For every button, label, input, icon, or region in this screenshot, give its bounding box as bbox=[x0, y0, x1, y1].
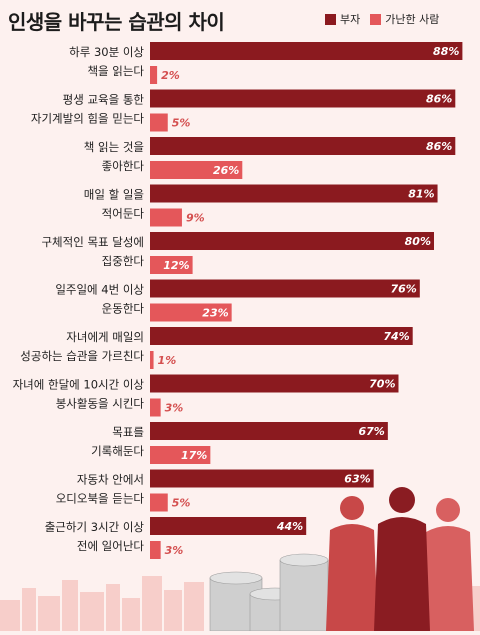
bar-rich bbox=[150, 517, 307, 535]
category-label: 전에 일어난다 bbox=[77, 539, 145, 553]
bar-poor bbox=[150, 493, 168, 512]
bar-poor bbox=[150, 398, 161, 417]
category-label: 봉사활동을 시킨다 bbox=[56, 397, 145, 411]
bar-rich bbox=[150, 374, 399, 393]
value-label-rich: 74% bbox=[383, 330, 409, 343]
value-label-poor: 5% bbox=[172, 497, 191, 510]
businessmen-silhouettes bbox=[326, 487, 474, 631]
category-label: 평생 교육을 통한 bbox=[63, 93, 145, 107]
value-label-poor: 3% bbox=[165, 544, 184, 557]
bar-poor bbox=[150, 446, 211, 464]
bar-poor bbox=[150, 113, 168, 132]
category-label: 성공하는 습관을 가르친다 bbox=[20, 349, 144, 363]
value-label-rich: 81% bbox=[408, 188, 434, 201]
category-label: 자녀에게 매일의 bbox=[66, 330, 144, 344]
category-label: 매일 할 일을 bbox=[84, 188, 144, 202]
category-label: 일주일에 4번 이상 bbox=[55, 283, 144, 297]
category-label: 구체적인 목표 달성에 bbox=[41, 235, 144, 249]
value-label-poor: 5% bbox=[172, 117, 191, 130]
value-label-rich: 70% bbox=[369, 378, 395, 391]
legend-label-poor: 가난한 사람 bbox=[385, 13, 440, 26]
category-label: 출근하기 3시간 이상 bbox=[45, 520, 145, 534]
legend-item-poor: 가난한 사람 bbox=[370, 11, 439, 27]
value-label-poor: 23% bbox=[202, 307, 228, 320]
bar-rich bbox=[150, 89, 456, 108]
bar-rich bbox=[150, 327, 413, 345]
value-label-rich: 86% bbox=[426, 140, 452, 153]
bar-rich bbox=[150, 469, 374, 488]
bar-poor bbox=[150, 256, 193, 274]
category-label: 자동차 안에서 bbox=[77, 473, 144, 487]
legend-label-rich: 부자 bbox=[340, 13, 361, 26]
value-label-rich: 76% bbox=[390, 283, 416, 296]
value-label-poor: 9% bbox=[186, 212, 205, 225]
category-label: 오디오북을 듣는다 bbox=[56, 492, 145, 506]
bar-rich bbox=[150, 279, 420, 298]
chart-title: 인생을 바꾸는 습관의 차이 bbox=[8, 10, 225, 34]
value-label-rich: 67% bbox=[359, 425, 385, 438]
category-label: 집중한다 bbox=[102, 254, 145, 268]
legend-item-rich: 부자 bbox=[325, 11, 360, 27]
value-label-rich: 88% bbox=[433, 45, 459, 58]
category-label: 책을 읽는다 bbox=[87, 64, 144, 78]
value-label-rich: 63% bbox=[344, 473, 370, 486]
value-label-poor: 26% bbox=[213, 164, 239, 177]
category-label: 목표를 bbox=[112, 425, 144, 439]
bar-poor bbox=[150, 66, 158, 84]
value-label-poor: 3% bbox=[165, 402, 184, 415]
legend-swatch-rich bbox=[325, 13, 336, 25]
bar-rich bbox=[150, 42, 463, 60]
category-label: 하루 30분 이상 bbox=[69, 45, 144, 59]
value-label-rich: 44% bbox=[276, 520, 303, 533]
value-label-poor: 17% bbox=[181, 449, 207, 462]
category-label: 자기계발의 힘을 믿는다 bbox=[31, 112, 145, 126]
bar-poor bbox=[150, 208, 182, 227]
bar-rich bbox=[150, 184, 438, 203]
legend: 부자 가난한 사람 bbox=[325, 11, 439, 27]
value-label-rich: 80% bbox=[405, 235, 431, 248]
category-label: 적어둔다 bbox=[102, 207, 145, 221]
value-label-poor: 2% bbox=[161, 69, 180, 82]
category-label: 자녀에 한달에 10시간 이상 bbox=[13, 378, 145, 392]
legend-swatch-poor bbox=[370, 13, 382, 25]
value-label-poor: 12% bbox=[163, 259, 189, 272]
bar-rich bbox=[150, 232, 434, 250]
city-skyline bbox=[0, 576, 480, 631]
bar-rich bbox=[150, 137, 456, 155]
bar-poor bbox=[150, 351, 154, 369]
value-label-rich: 86% bbox=[426, 93, 452, 106]
coin-stacks bbox=[209, 553, 329, 632]
bar-poor bbox=[150, 541, 161, 559]
value-label-poor: 1% bbox=[158, 354, 177, 367]
bar-poor bbox=[150, 303, 232, 322]
category-label: 기록해둔다 bbox=[91, 444, 144, 458]
bar-poor bbox=[150, 161, 243, 179]
category-label: 운동한다 bbox=[102, 302, 145, 316]
category-label: 좋아한다 bbox=[102, 159, 145, 173]
bar-rich bbox=[150, 422, 388, 440]
category-label: 책 읽는 것을 bbox=[84, 140, 144, 154]
